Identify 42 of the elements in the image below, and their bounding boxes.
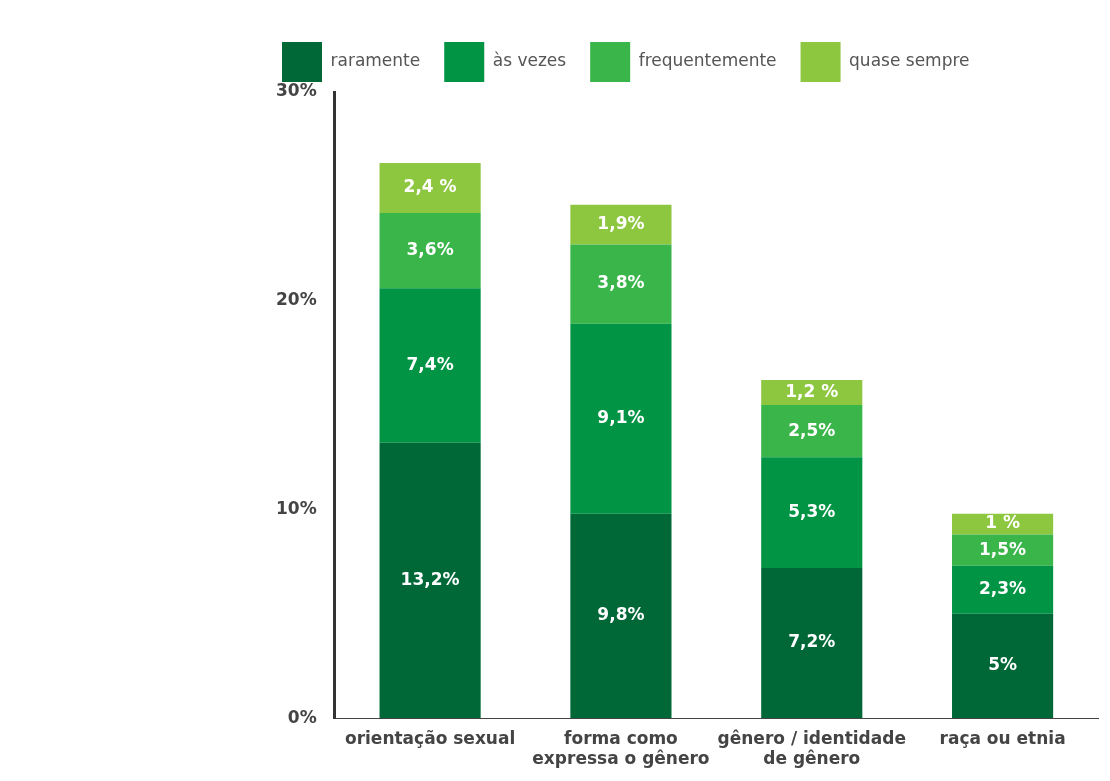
bar [952, 565, 1054, 614]
bar [570, 244, 672, 324]
y-tick-label: 30% [275, 80, 317, 101]
x-tick-label: orientação sexual [344, 727, 516, 748]
legend-label: quase sempre [849, 50, 970, 71]
bar [761, 405, 863, 458]
legend-label: às vezes [492, 50, 567, 71]
bar [952, 513, 1054, 535]
x-tick-label: gênero / identidade de gênero [717, 727, 906, 769]
data-label: 1,5% [979, 538, 1027, 559]
data-label: 2,4 % [403, 176, 457, 197]
data-label: 13,2% [400, 568, 460, 589]
bar [761, 567, 863, 719]
bar [379, 442, 481, 719]
data-label: 3,8% [597, 272, 645, 293]
y-tick-label: 0% [287, 706, 317, 727]
data-label: 3,6% [406, 239, 454, 260]
bar [379, 213, 481, 289]
data-label: 7,2% [788, 631, 836, 652]
bar [952, 613, 1054, 719]
bar [379, 288, 481, 443]
legend-label: raramente [330, 50, 421, 71]
x-tick-label: raça ou etnia [939, 727, 1066, 748]
data-label: 9,8% [597, 604, 645, 625]
bar [570, 513, 672, 719]
bar [570, 323, 672, 514]
data-label: 1,2 % [785, 381, 839, 401]
legend-label: frequentemente [638, 50, 777, 71]
y-tick-label: 20% [275, 289, 317, 310]
data-label: 2,5% [788, 419, 836, 440]
data-label: 5% [988, 654, 1018, 675]
data-label: 1,9% [597, 212, 645, 233]
data-label: 2,3% [979, 578, 1027, 599]
bar [379, 162, 481, 214]
data-label: 9,1% [597, 407, 645, 428]
y-tick-label: 10% [275, 497, 317, 518]
data-label: 7,4% [406, 353, 454, 374]
bar [761, 457, 863, 568]
data-label: 5,3% [788, 501, 836, 522]
x-tick-label: forma como expressa o gênero [532, 727, 710, 769]
bar [570, 204, 672, 245]
data-label: 1 % [985, 512, 1020, 533]
